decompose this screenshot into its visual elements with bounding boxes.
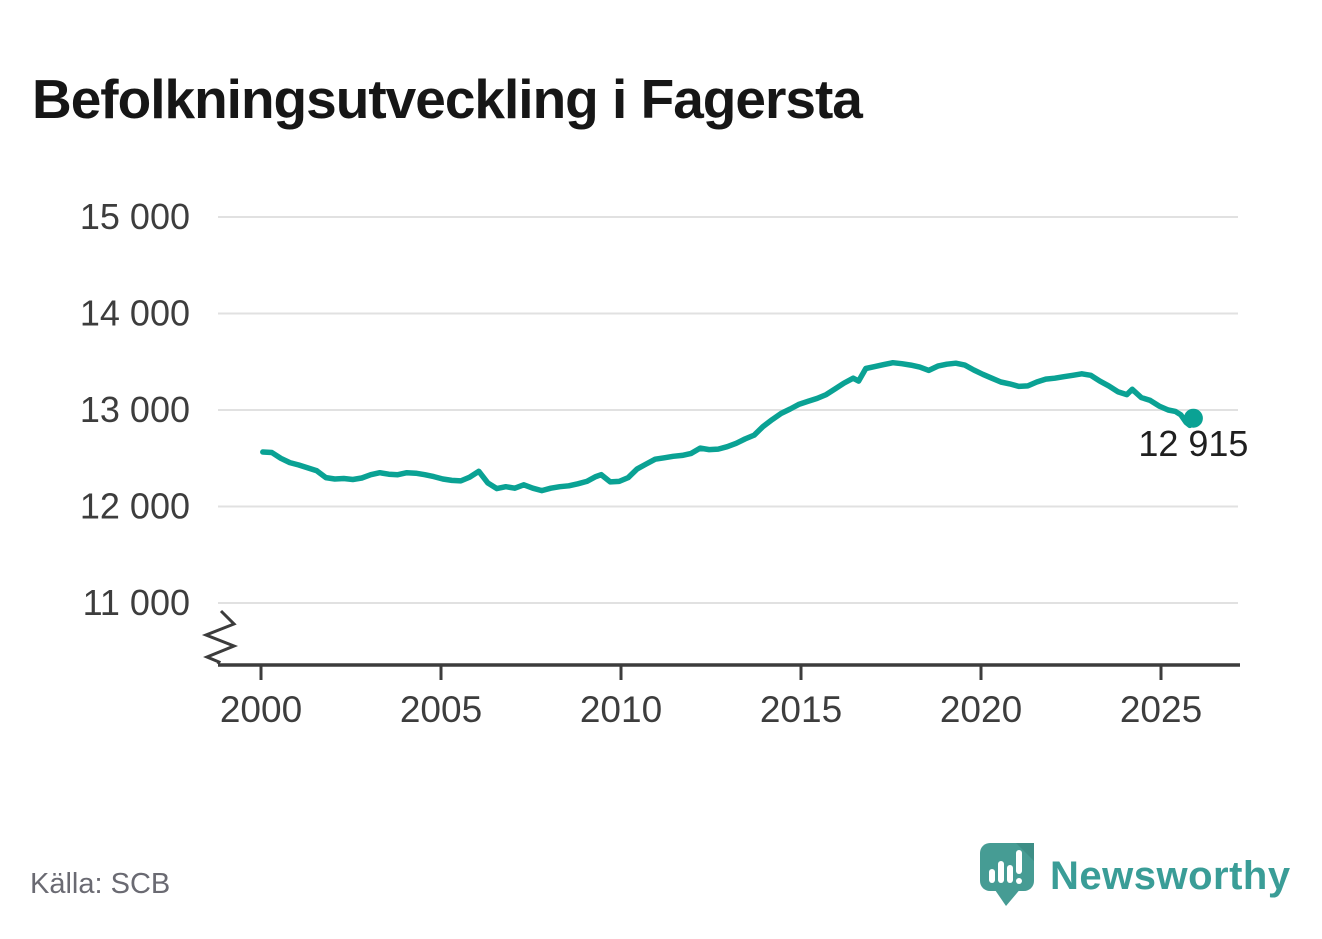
y-axis-tick-label: 14 000 <box>80 293 190 334</box>
y-axis-tick-label: 13 000 <box>80 389 190 430</box>
y-axis-tick-label: 15 000 <box>80 196 190 237</box>
end-value-label: 12 915 <box>1138 423 1248 464</box>
logo-bar-small <box>989 869 995 883</box>
x-axis-tick-label: 2020 <box>940 689 1022 730</box>
logo-exclamation-bar <box>1016 850 1022 874</box>
newsworthy-wordmark: Newsworthy <box>1050 854 1291 898</box>
x-axis-tick-label: 2015 <box>760 689 842 730</box>
end-point-marker <box>1183 408 1203 428</box>
x-axis-tick-label: 2025 <box>1120 689 1202 730</box>
chart-title: Befolkningsutveckling i Fagersta <box>32 67 863 130</box>
x-axis-tick-label: 2005 <box>400 689 482 730</box>
logo-bar-medium <box>1007 865 1013 883</box>
x-axis-tick-label: 2010 <box>580 689 662 730</box>
logo-bar-tall <box>998 861 1004 883</box>
x-axis-tick-label: 2000 <box>220 689 302 730</box>
newsworthy-logo-icon <box>980 843 1034 906</box>
axis-break-icon <box>201 609 239 665</box>
y-axis-tick-label: 11 000 <box>83 582 190 623</box>
population-line <box>260 359 1197 494</box>
logo-exclamation-dot <box>1016 878 1022 884</box>
newsworthy-brand: Newsworthy <box>980 843 1291 909</box>
source-caption: Källa: SCB <box>30 868 171 900</box>
y-axis-tick-label: 12 000 <box>80 486 190 527</box>
